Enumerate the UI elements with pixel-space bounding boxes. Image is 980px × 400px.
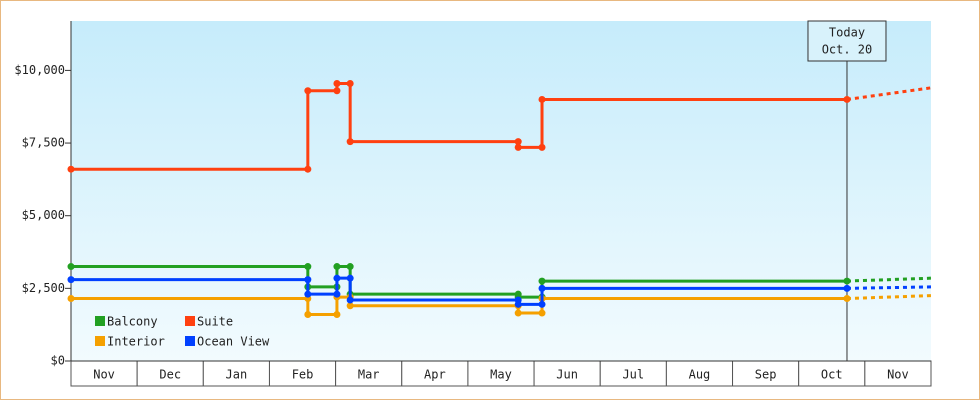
x-tick-label: Nov <box>93 368 115 382</box>
price-point <box>538 309 546 317</box>
price-point <box>514 300 522 308</box>
month-box <box>70 360 138 387</box>
today-label: Today <box>829 26 865 40</box>
legend-label: Suite <box>197 315 233 329</box>
price-point <box>346 79 354 87</box>
x-tick-label: Jan <box>226 368 248 382</box>
price-point <box>843 95 851 103</box>
price-point <box>67 263 75 271</box>
x-tick-label: Nov <box>887 368 909 382</box>
price-point <box>346 296 354 304</box>
x-tick-label: Jul <box>622 368 644 382</box>
price-point <box>67 276 75 284</box>
x-tick-label: Feb <box>292 368 314 382</box>
price-point <box>304 276 312 284</box>
price-point <box>843 284 851 292</box>
price-point <box>67 295 75 303</box>
price-point <box>333 87 341 95</box>
x-tick-label: Sep <box>755 368 777 382</box>
x-tick-label: Apr <box>424 368 446 382</box>
forecast-line <box>846 276 932 283</box>
legend-swatch <box>95 316 105 326</box>
price-point <box>304 311 312 319</box>
price-point <box>67 165 75 173</box>
x-tick-label: Mar <box>358 368 380 382</box>
today-date: Oct. 20 <box>822 43 873 57</box>
legend-swatch <box>185 316 195 326</box>
y-tick-label: $10,000 <box>14 63 65 77</box>
y-tick-label: $0 <box>51 354 65 368</box>
price-point <box>346 302 354 310</box>
price-point <box>538 95 546 103</box>
price-point <box>304 87 312 95</box>
legend-swatch <box>95 336 105 346</box>
x-tick-label: Oct <box>821 368 843 382</box>
price-point <box>346 274 354 282</box>
forecast-line <box>846 294 932 301</box>
price-point <box>514 143 522 151</box>
price-point <box>538 284 546 292</box>
forecast-line <box>846 285 932 290</box>
month-box <box>864 360 932 387</box>
price-point <box>333 290 341 298</box>
x-tick-label: May <box>490 368 512 382</box>
forecast-line <box>846 86 932 101</box>
x-tick-label: Aug <box>689 368 711 382</box>
plot-background <box>71 21 931 361</box>
price-point <box>346 138 354 146</box>
price-point <box>843 277 851 285</box>
price-point <box>538 277 546 285</box>
x-tick-label: Jun <box>556 368 578 382</box>
legend-swatch <box>185 336 195 346</box>
price-point <box>304 165 312 173</box>
y-tick-label: $2,500 <box>22 281 65 295</box>
price-point <box>333 274 341 282</box>
legend-label: Ocean View <box>197 335 270 349</box>
legend-label: Interior <box>107 335 165 349</box>
price-point <box>514 309 522 317</box>
price-point <box>538 143 546 151</box>
month-box <box>599 360 667 387</box>
price-point <box>333 311 341 319</box>
y-tick-label: $7,500 <box>22 136 65 150</box>
today-box <box>807 20 887 62</box>
price-point <box>333 263 341 271</box>
legend-label: Balcony <box>107 315 158 329</box>
price-point <box>304 263 312 271</box>
price-line <box>71 81 847 171</box>
price-point <box>538 300 546 308</box>
x-tick-label: Dec <box>159 368 181 382</box>
price-point <box>333 79 341 87</box>
price-point <box>843 295 851 303</box>
price-point <box>514 138 522 146</box>
price-point <box>304 290 312 298</box>
price-point <box>346 263 354 271</box>
y-tick-label: $5,000 <box>22 208 65 222</box>
